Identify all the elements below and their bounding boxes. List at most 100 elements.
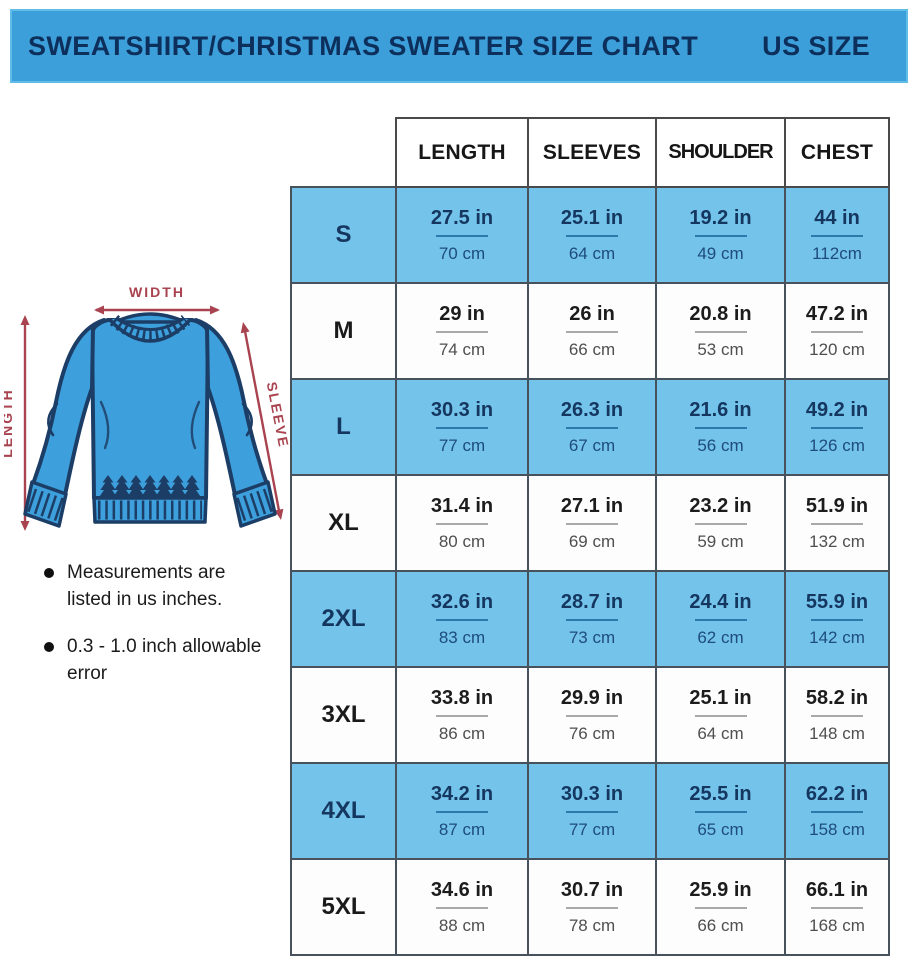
- measurement-cell: 31.4 in 80 cm: [395, 474, 529, 572]
- size-table: LENGTH SLEEVES SHOULDER CHEST S 27.5 in 7…: [290, 117, 890, 956]
- inches-value: 27.5 in: [430, 207, 494, 229]
- measurement-cell: 47.2 in 120 cm: [784, 282, 890, 380]
- measurement-cell: 20.8 in 53 cm: [655, 282, 786, 380]
- size-label: 3XL: [290, 666, 397, 764]
- measurement-cell: 24.4 in 62 cm: [655, 570, 786, 668]
- inches-value: 25.5 in: [689, 783, 752, 805]
- unit-divider: [566, 811, 618, 813]
- table-row: M 29 in 74 cm 26 in 66 cm 20.8 in 53 cm 47.…: [290, 282, 890, 380]
- measurement-cell: 21.6 in 56 cm: [655, 378, 786, 476]
- unit-divider: [436, 235, 488, 237]
- inches-value: 26.3 in: [560, 399, 624, 421]
- unit-divider: [811, 715, 863, 717]
- cm-value: 112cm: [812, 244, 862, 263]
- unit-divider: [811, 619, 863, 621]
- table-header-row: LENGTH SLEEVES SHOULDER CHEST: [291, 117, 890, 188]
- bullet-icon: [44, 568, 54, 578]
- length-arrow-icon: [20, 315, 30, 531]
- note-text: 0.3 - 1.0 inch allowable error: [67, 635, 262, 684]
- cm-value: 66 cm: [568, 340, 616, 359]
- measurement-cell: 25.1 in 64 cm: [527, 186, 657, 284]
- measurement-cell: 23.2 in 59 cm: [655, 474, 786, 572]
- inches-value: 62.2 in: [805, 783, 869, 805]
- size-label: S: [290, 186, 397, 284]
- measurement-cell: 25.1 in 64 cm: [655, 666, 786, 764]
- measurement-cell: 34.6 in 88 cm: [395, 858, 529, 956]
- table-row: S 27.5 in 70 cm 25.1 in 64 cm 19.2 in 49 cm…: [290, 186, 890, 284]
- note-text: Measurements are listed in us inches.: [67, 562, 226, 610]
- unit-divider: [694, 811, 747, 813]
- inches-value: 44 in: [814, 207, 860, 229]
- unit-divider: [436, 811, 488, 813]
- cm-value: 158 cm: [809, 820, 865, 839]
- width-arrow-icon: [94, 305, 220, 315]
- unit-divider: [694, 331, 747, 333]
- measurement-cell: 25.5 in 65 cm: [655, 762, 786, 860]
- inches-value: 19.2 in: [689, 207, 752, 229]
- size-label: 2XL: [290, 570, 397, 668]
- unit-divider: [694, 619, 747, 621]
- unit-divider: [566, 235, 618, 237]
- column-header-length: LENGTH: [395, 117, 529, 188]
- measurement-cell: 30.3 in 77 cm: [395, 378, 529, 476]
- size-label: M: [290, 282, 397, 380]
- inches-value: 27.1 in: [560, 495, 624, 517]
- cm-value: 120 cm: [809, 340, 865, 359]
- table-row: 4XL 34.2 in 87 cm 30.3 in 77 cm 25.5 in 65 …: [290, 762, 890, 860]
- inches-value: 20.8 in: [689, 303, 752, 325]
- unit-divider: [436, 715, 488, 717]
- size-standard-label: US SIZE: [762, 30, 870, 61]
- inches-value: 34.6 in: [430, 879, 494, 901]
- size-label: XL: [290, 474, 397, 572]
- list-item: 0.3 - 1.0 inch allowable error: [44, 634, 262, 688]
- unit-divider: [566, 331, 618, 333]
- cm-value: 66 cm: [697, 916, 744, 935]
- unit-divider: [566, 715, 618, 717]
- measurement-cell: 29.9 in 76 cm: [527, 666, 657, 764]
- inches-value: 33.8 in: [430, 687, 494, 709]
- inches-value: 55.9 in: [805, 591, 869, 613]
- cm-value: 69 cm: [568, 532, 616, 551]
- inches-value: 25.1 in: [689, 687, 752, 709]
- measurement-cell: 55.9 in 142 cm: [784, 570, 890, 668]
- measurement-cell: 30.7 in 78 cm: [527, 858, 657, 956]
- cm-value: 62 cm: [697, 628, 744, 647]
- measurement-cell: 30.3 in 77 cm: [527, 762, 657, 860]
- corner-cell: [291, 118, 396, 187]
- inches-value: 30.7 in: [560, 879, 624, 901]
- measurement-cell: 33.8 in 86 cm: [395, 666, 529, 764]
- cm-value: 74 cm: [438, 340, 486, 359]
- cm-value: 49 cm: [697, 244, 744, 263]
- inches-value: 25.1 in: [560, 207, 624, 229]
- cm-value: 87 cm: [438, 820, 486, 839]
- cm-value: 126 cm: [809, 436, 865, 455]
- unit-divider: [694, 715, 747, 717]
- measurement-cell: 26.3 in 67 cm: [527, 378, 657, 476]
- unit-divider: [436, 619, 488, 621]
- inches-value: 49.2 in: [805, 399, 869, 421]
- sweater-illustration: [23, 312, 277, 528]
- sleeve-label: SLEEVE: [264, 381, 293, 450]
- cm-value: 76 cm: [568, 724, 616, 743]
- measurement-cell: 62.2 in 158 cm: [784, 762, 890, 860]
- unit-divider: [811, 235, 863, 237]
- cm-value: 64 cm: [697, 724, 744, 743]
- cm-value: 148 cm: [809, 724, 865, 743]
- cm-value: 168 cm: [809, 916, 865, 935]
- unit-divider: [694, 523, 747, 525]
- cm-value: 78 cm: [568, 916, 616, 935]
- inches-value: 29 in: [439, 303, 485, 325]
- inches-value: 28.7 in: [560, 591, 624, 613]
- measurement-cell: 44 in 112cm: [784, 186, 890, 284]
- inches-value: 26 in: [569, 303, 615, 325]
- cm-value: 80 cm: [438, 532, 486, 551]
- table-row: 5XL 34.6 in 88 cm 30.7 in 78 cm 25.9 in 66 …: [290, 858, 890, 956]
- sleeve-arrow-icon: [240, 322, 284, 520]
- table-row: 3XL 33.8 in 86 cm 29.9 in 76 cm 25.1 in 64 …: [290, 666, 890, 764]
- inches-value: 31.4 in: [430, 495, 494, 517]
- cm-value: 77 cm: [438, 436, 486, 455]
- inches-value: 32.6 in: [430, 591, 494, 613]
- measurement-cell: 66.1 in 168 cm: [784, 858, 890, 956]
- measurement-cell: 32.6 in 83 cm: [395, 570, 529, 668]
- cm-value: 65 cm: [697, 820, 744, 839]
